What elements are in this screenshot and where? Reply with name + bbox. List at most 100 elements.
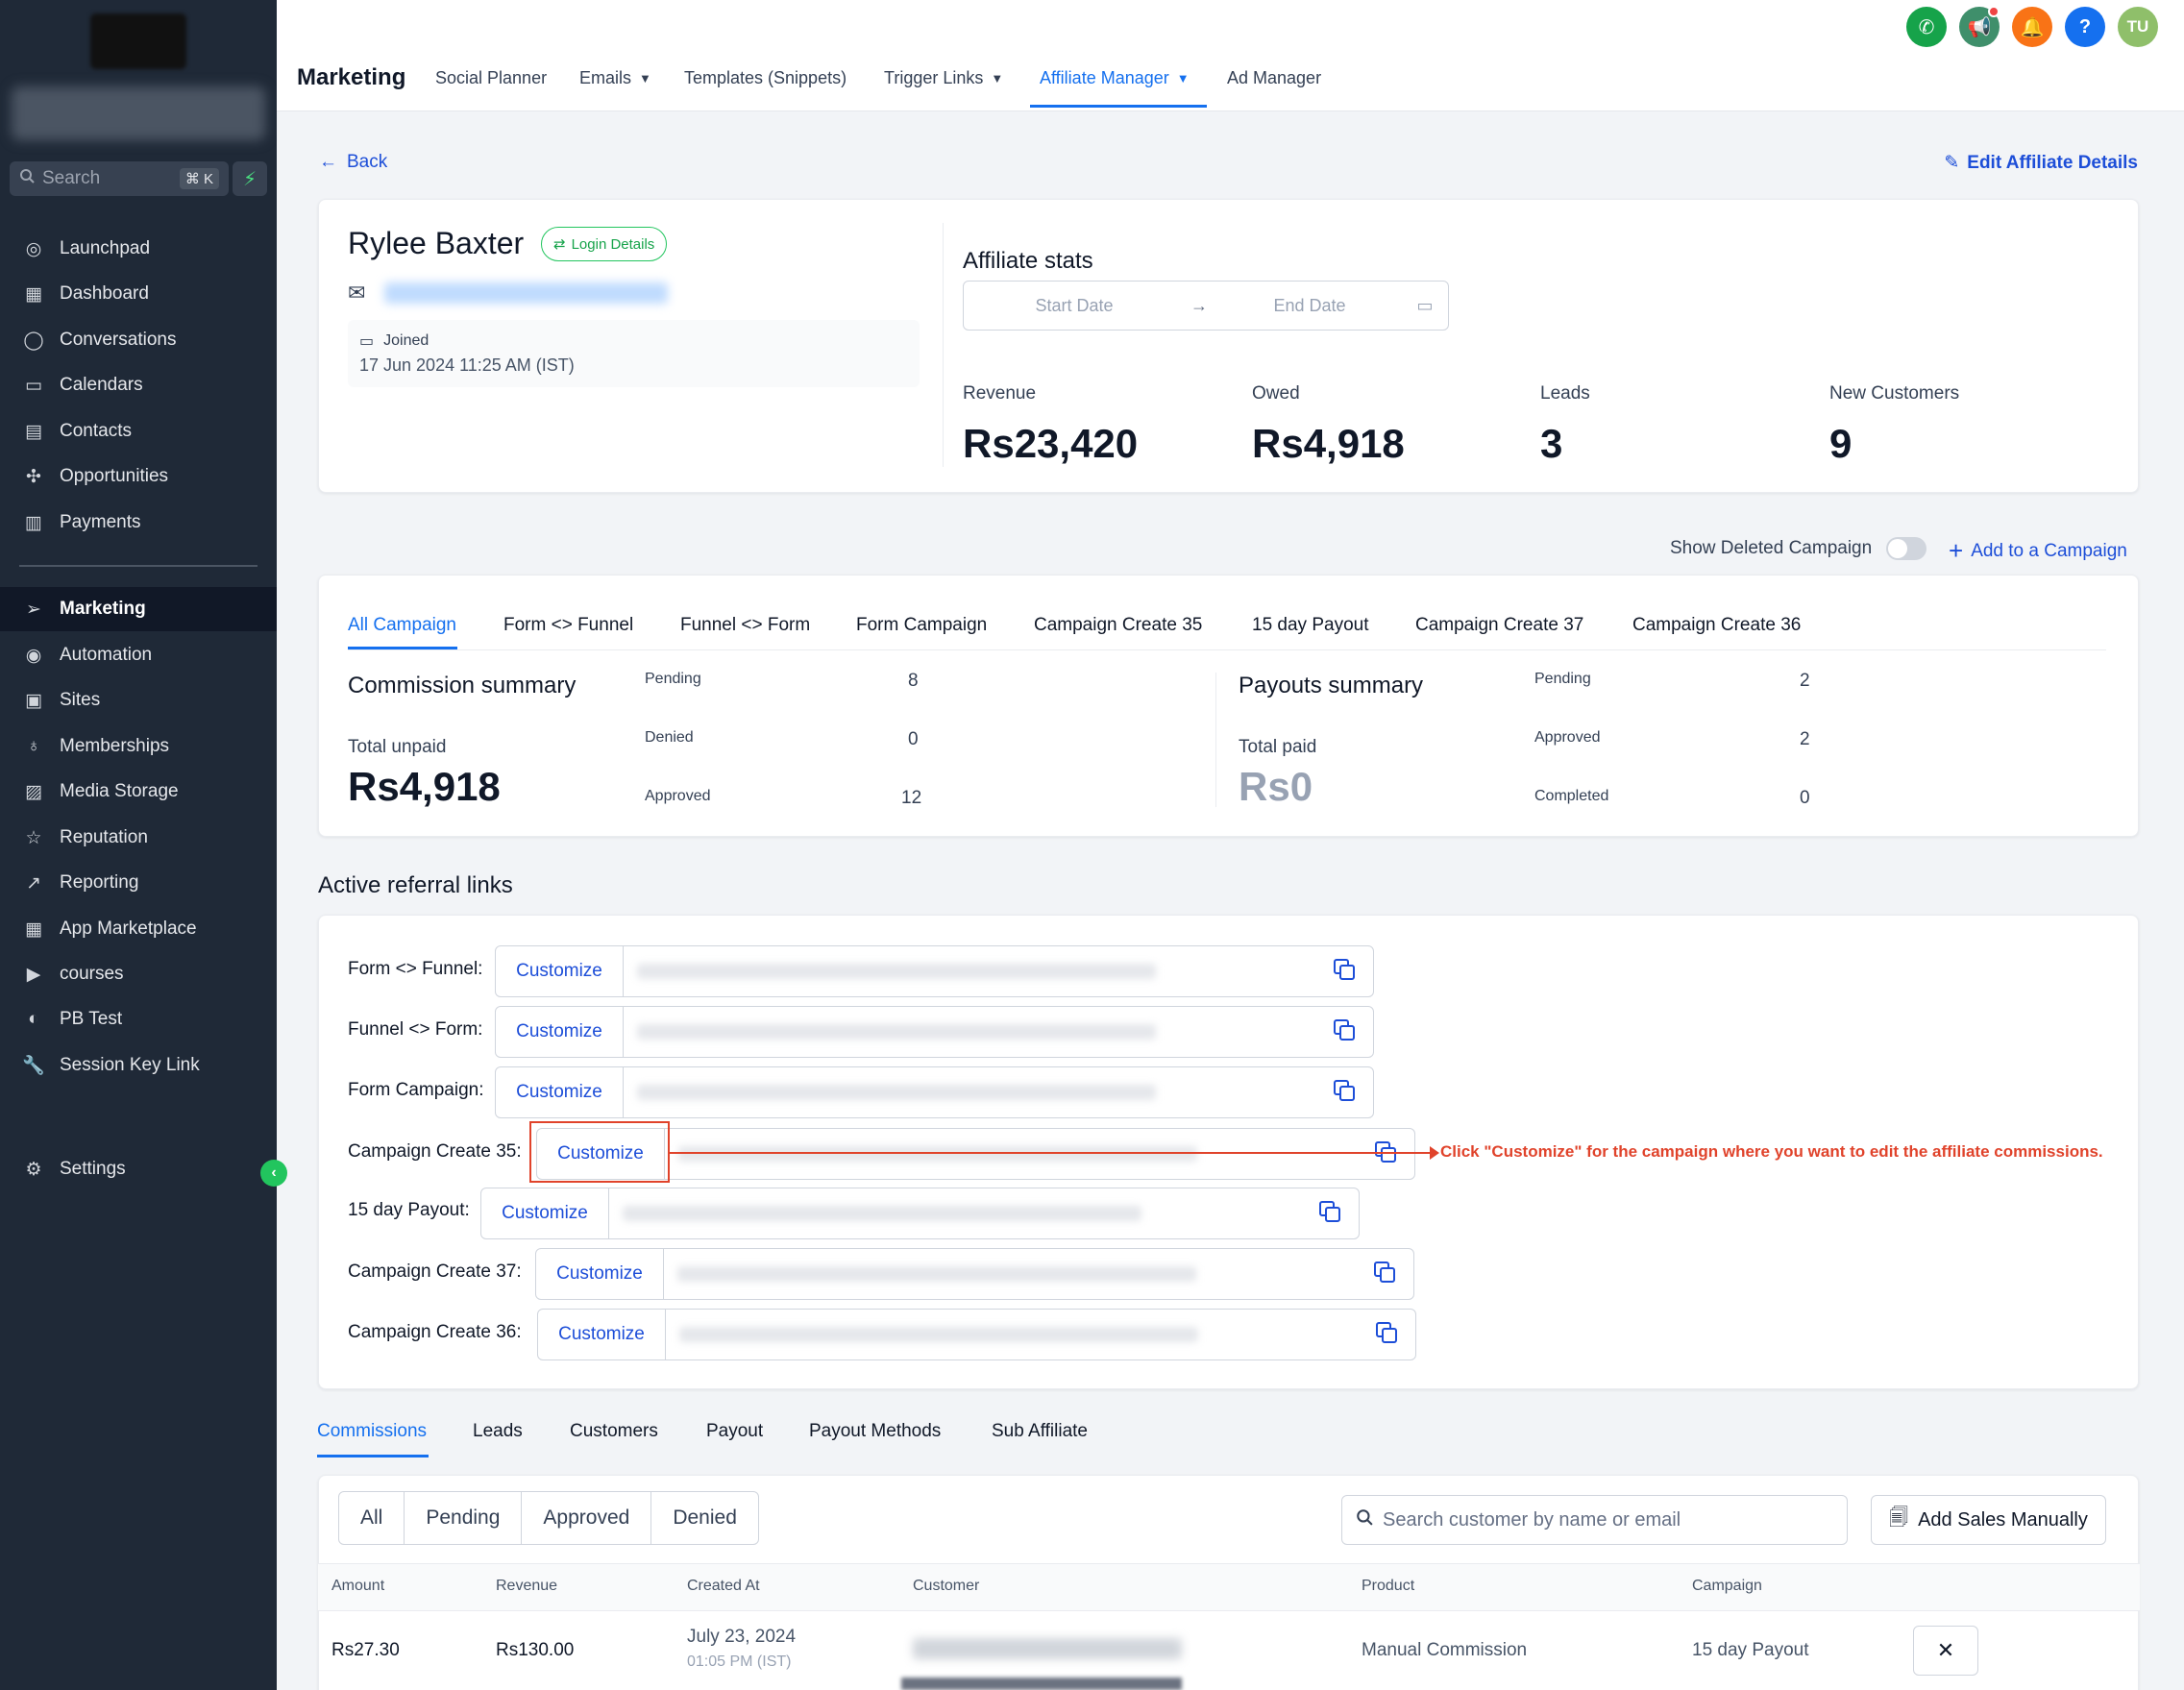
sidebar-item-payments[interactable]: ▥ Payments: [0, 501, 277, 545]
avatar[interactable]: TU: [2118, 7, 2158, 47]
filter-pending-button[interactable]: Pending: [405, 1492, 523, 1544]
tab-emails[interactable]: Emails ▼: [579, 68, 651, 88]
filter-denied-button[interactable]: Denied: [673, 1506, 737, 1529]
row-delete-button[interactable]: ✕: [1913, 1626, 1978, 1676]
tab-customers[interactable]: Customers: [570, 1421, 658, 1441]
sidebar-item-conversations[interactable]: ◯ Conversations: [0, 318, 277, 362]
chevron-down-icon: ▼: [639, 71, 651, 86]
edit-affiliate-link[interactable]: ✎ Edit Affiliate Details: [1944, 152, 2138, 174]
sidebar-item-session-key-link[interactable]: 🔧 Session Key Link: [0, 1043, 277, 1088]
apps-icon: ▦: [25, 918, 42, 940]
referral-label-funnel-form: Funnel <> Form:: [348, 1019, 483, 1040]
chevron-left-icon: ‹: [271, 1164, 277, 1181]
annotation-arrow-line: [670, 1152, 1436, 1154]
sidebar-item-contacts[interactable]: ▤ Contacts: [0, 409, 277, 453]
tab-form-campaign[interactable]: Form Campaign: [856, 615, 988, 635]
tab-campaign-create-35[interactable]: Campaign Create 35: [1034, 615, 1203, 635]
sidebar-item-memberships[interactable]: ♁ Memberships: [0, 724, 277, 769]
tab-commissions[interactable]: Commissions: [317, 1421, 428, 1441]
sidebar-item-courses[interactable]: ▶ courses: [0, 952, 277, 996]
customize-button[interactable]: Customize: [496, 946, 624, 996]
image-icon: ▨: [25, 781, 42, 802]
copy-link-button[interactable]: [1301, 1188, 1359, 1238]
sidebar-item-automation[interactable]: ◉ Automation: [0, 633, 277, 677]
sidebar-item-label: Memberships: [60, 736, 170, 756]
tab-sub-affiliate[interactable]: Sub Affiliate: [992, 1421, 1089, 1441]
tab-leads[interactable]: Leads: [473, 1421, 523, 1441]
contacts-icon: ▤: [25, 421, 42, 442]
sidebar-collapse-button[interactable]: ‹: [260, 1160, 287, 1187]
sidebar-item-sites[interactable]: ▣ Sites: [0, 678, 277, 723]
calendar-icon: ▭: [359, 333, 375, 350]
start-date-field[interactable]: Start Date: [1035, 295, 1114, 315]
sidebar-item-app-marketplace[interactable]: ▦ App Marketplace: [0, 907, 277, 951]
copy-link-button[interactable]: [1358, 1310, 1415, 1359]
sidebar-item-reputation[interactable]: ☆ Reputation: [0, 816, 277, 860]
quick-action-button[interactable]: ⚡: [233, 161, 267, 196]
customize-button[interactable]: Customize: [536, 1249, 664, 1299]
customize-button[interactable]: Customize: [496, 1067, 624, 1117]
sidebar-item-pb-test[interactable]: ◐ PB Test: [0, 997, 277, 1041]
tab-social-planner[interactable]: Social Planner: [435, 68, 547, 88]
show-deleted-toggle[interactable]: [1886, 537, 1926, 560]
payouts-summary-title: Payouts summary: [1239, 673, 1424, 698]
back-link[interactable]: ← Back: [319, 152, 387, 173]
notifications-button[interactable]: 🔔: [2012, 7, 2052, 47]
tab-payout[interactable]: Payout: [706, 1421, 764, 1441]
copy-link-button[interactable]: [1356, 1249, 1413, 1299]
customize-button[interactable]: Customize: [496, 1007, 624, 1057]
sidebar-item-calendars[interactable]: ▭ Calendars: [0, 363, 277, 407]
automation-icon: ◉: [25, 645, 42, 666]
phone-button[interactable]: ✆: [1906, 7, 1947, 47]
sidebar-item-launchpad[interactable]: ◎ Launchpad: [0, 227, 277, 271]
end-date-field[interactable]: End Date: [1273, 295, 1346, 315]
show-deleted-label: Show Deleted Campaign: [1670, 538, 1873, 558]
help-button[interactable]: ?: [2065, 7, 2105, 47]
tab-payout-methods[interactable]: Payout Methods: [809, 1421, 942, 1441]
sidebar-item-settings[interactable]: ⚙ Settings: [0, 1147, 277, 1191]
row-created-date: July 23, 2024: [687, 1627, 797, 1647]
referral-url-redacted: [624, 1007, 1315, 1057]
sites-icon: ▣: [25, 690, 42, 711]
tab-campaign-create-37[interactable]: Campaign Create 37: [1415, 615, 1584, 635]
add-sales-manually-button[interactable]: 🗐 Add Sales Manually: [1871, 1495, 2106, 1545]
tab-all-campaign[interactable]: All Campaign: [348, 615, 456, 635]
copy-link-button[interactable]: [1315, 946, 1373, 996]
tab-campaign-create-36[interactable]: Campaign Create 36: [1632, 615, 1802, 635]
copy-icon: [1332, 957, 1357, 987]
filter-approved-button[interactable]: Approved: [522, 1492, 652, 1544]
sidebar-item-label: courses: [60, 964, 124, 984]
row-amount: Rs27.30: [331, 1640, 400, 1660]
add-to-campaign-button[interactable]: + Add to a Campaign: [1949, 536, 2127, 566]
customize-button[interactable]: Customize: [538, 1310, 666, 1359]
column-header-amount: Amount: [331, 1578, 385, 1594]
sidebar-item-media-storage[interactable]: ▨ Media Storage: [0, 770, 277, 814]
calendar-icon: ▭: [25, 375, 42, 396]
tab-ad-manager[interactable]: Ad Manager: [1227, 68, 1321, 88]
column-header-product: Product: [1362, 1578, 1415, 1594]
date-range-picker[interactable]: Start Date → End Date ▭: [963, 281, 1449, 331]
tab-funnel-form[interactable]: Funnel <> Form: [680, 615, 811, 635]
sidebar-item-reporting[interactable]: ↗ Reporting: [0, 861, 277, 905]
commission-denied-label: Denied: [645, 729, 694, 746]
copy-link-button[interactable]: [1315, 1067, 1373, 1117]
sidebar-search[interactable]: Search ⌘ K: [10, 161, 229, 196]
customize-button[interactable]: Customize: [537, 1129, 665, 1179]
sidebar-item-opportunities[interactable]: ✣ Opportunities: [0, 454, 277, 499]
filter-all-button[interactable]: All: [339, 1492, 405, 1544]
referral-url-redacted: [609, 1188, 1301, 1238]
tab-15-day-payout[interactable]: 15 day Payout: [1252, 615, 1369, 635]
tab-trigger-links[interactable]: Trigger Links ▼: [884, 68, 1003, 88]
copy-link-button[interactable]: [1357, 1129, 1414, 1179]
copy-link-button[interactable]: [1315, 1007, 1373, 1057]
tab-affiliate-manager[interactable]: Affiliate Manager ▼: [1040, 68, 1190, 88]
customer-search-input[interactable]: Search customer by name or email: [1341, 1495, 1848, 1545]
location-switcher[interactable]: [12, 86, 265, 140]
tab-templates[interactable]: Templates (Snippets): [684, 68, 847, 88]
sidebar-item-label: Dashboard: [60, 283, 149, 304]
tab-form-funnel[interactable]: Form <> Funnel: [503, 615, 634, 635]
sidebar-item-marketing[interactable]: ➢ Marketing: [0, 587, 277, 631]
sidebar-item-dashboard[interactable]: ▦ Dashboard: [0, 272, 277, 316]
login-details-badge[interactable]: ⇄ Login Details: [541, 227, 668, 261]
customize-button[interactable]: Customize: [481, 1188, 609, 1238]
